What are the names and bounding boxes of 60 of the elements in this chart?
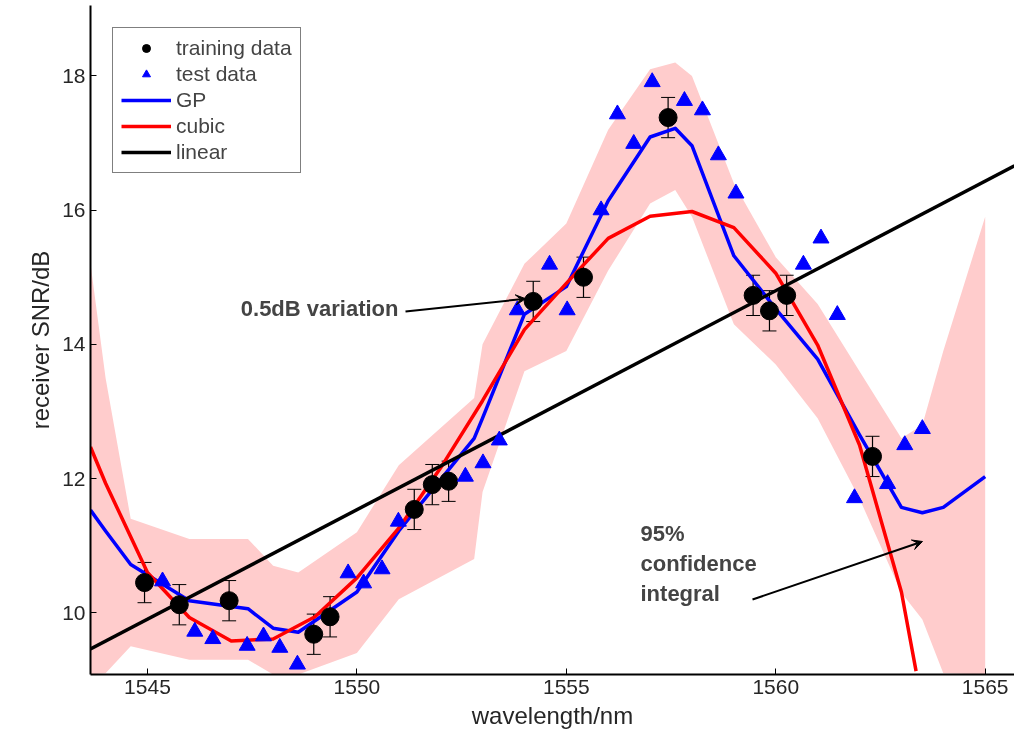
point xyxy=(456,466,474,482)
legend-label: GP xyxy=(176,88,207,112)
annotation: 0.5dB variation xyxy=(240,296,399,321)
legend-label: linear xyxy=(176,140,228,164)
point xyxy=(608,104,626,120)
point xyxy=(574,267,593,287)
point xyxy=(558,300,576,316)
y-tick-label: 16 xyxy=(62,198,86,222)
point xyxy=(304,624,324,644)
legend-label: cubic xyxy=(176,114,226,138)
point xyxy=(355,573,373,589)
x-tick-label: 1560 xyxy=(752,674,800,698)
point xyxy=(693,100,711,116)
y-tick-label: 14 xyxy=(62,332,86,356)
point xyxy=(404,499,424,519)
point xyxy=(523,291,543,311)
point xyxy=(913,419,931,435)
point xyxy=(389,511,407,527)
point xyxy=(643,72,661,88)
x-tick-label: 1545 xyxy=(124,674,171,698)
point xyxy=(474,453,492,469)
x-tick-label: 1555 xyxy=(542,674,590,698)
point xyxy=(709,145,727,161)
legend-label: test data xyxy=(176,62,257,86)
point xyxy=(288,654,306,670)
point xyxy=(238,635,256,651)
point xyxy=(271,637,289,653)
y-tick-label: 18 xyxy=(62,63,86,87)
point xyxy=(339,563,357,579)
legend-label: training data xyxy=(176,36,292,60)
point xyxy=(828,305,846,320)
point xyxy=(846,488,863,504)
x-axis-title: wavelength/nm xyxy=(470,701,634,729)
point xyxy=(439,471,459,491)
point xyxy=(592,200,610,216)
y-tick-label: 12 xyxy=(62,466,86,490)
point xyxy=(186,621,204,637)
x-tick-label: 1550 xyxy=(333,674,381,698)
point xyxy=(863,446,883,466)
line-series xyxy=(90,209,918,673)
point xyxy=(675,91,693,106)
point xyxy=(794,254,812,270)
point xyxy=(154,571,172,587)
point xyxy=(254,626,272,642)
point xyxy=(490,430,508,446)
point xyxy=(812,228,830,244)
annotation: 95% confidence integral xyxy=(640,521,757,606)
y-tick-label: 10 xyxy=(62,600,86,624)
point xyxy=(508,300,526,316)
y-axis-title: receiver SNR/dB xyxy=(27,250,55,430)
point xyxy=(727,183,745,199)
point xyxy=(879,474,897,490)
point xyxy=(541,254,559,270)
point xyxy=(204,629,222,645)
x-tick-label: 1565 xyxy=(961,674,1009,698)
point xyxy=(896,435,914,451)
point xyxy=(625,133,643,149)
point xyxy=(743,285,763,305)
point xyxy=(373,559,391,575)
point xyxy=(777,285,797,305)
